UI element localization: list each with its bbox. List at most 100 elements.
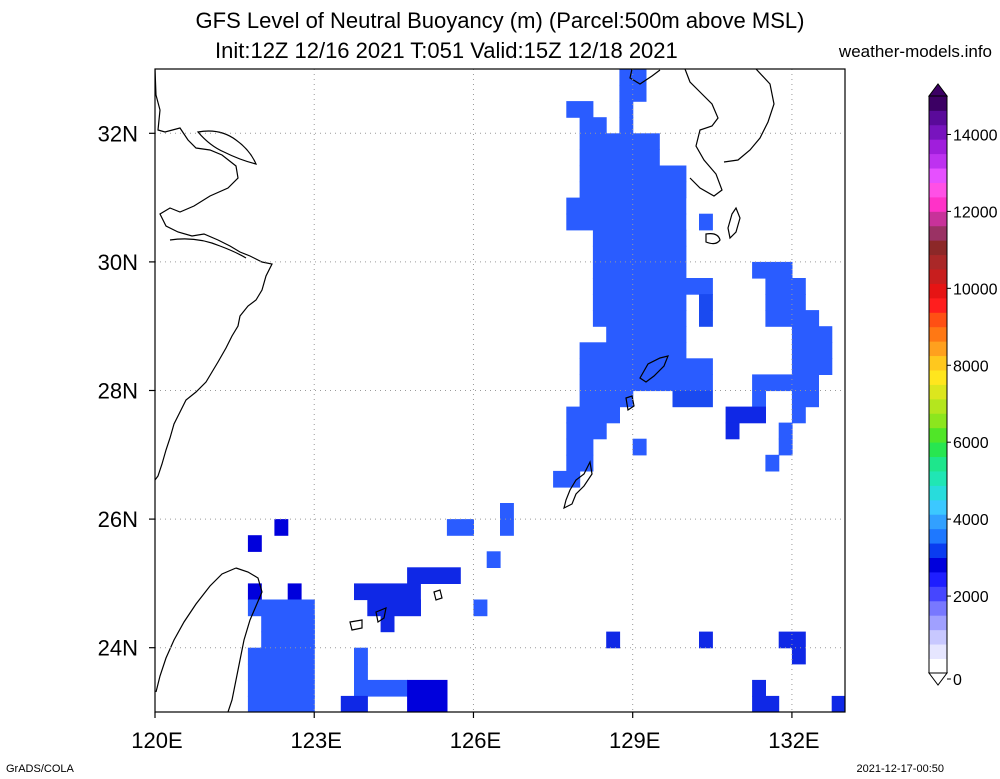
colorbar-swatch <box>929 355 947 371</box>
heatmap-cell <box>619 101 634 118</box>
y-tick-label: 30N <box>98 250 138 275</box>
colorbar-swatch <box>929 370 947 385</box>
colorbar-swatch <box>929 110 947 126</box>
heatmap-cell <box>247 647 315 665</box>
heatmap-cell <box>725 406 766 424</box>
heatmap-cell <box>247 599 315 617</box>
heatmap-cell <box>592 310 687 327</box>
colorbar-swatch <box>929 413 947 429</box>
colorbar-swatch <box>929 442 947 458</box>
heatmap-cell <box>752 679 766 697</box>
colorbar-swatch <box>929 398 947 414</box>
footer-grads-credit: GrADS/COLA <box>6 763 74 775</box>
heatmap-cell <box>247 535 262 552</box>
colorbar-swatch <box>929 283 947 299</box>
heatmap-cell <box>592 294 687 311</box>
chart-title: GFS Level of Neutral Buoyancy (m) (Parce… <box>195 8 805 33</box>
heatmap-cell <box>566 197 687 215</box>
heatmap-cell <box>619 117 634 134</box>
heatmap-cell <box>354 647 368 665</box>
heatmap-cell <box>566 438 594 456</box>
heatmap-cell <box>500 503 514 520</box>
heatmap-cell <box>765 278 806 295</box>
heatmap-cells <box>247 69 845 712</box>
footer-timestamp: 2021-12-17-00:50 <box>856 763 944 775</box>
coastline-yonaguni <box>433 589 443 601</box>
colorbar-swatch <box>929 514 947 530</box>
colorbar-swatch <box>929 644 947 659</box>
heatmap-cell <box>473 599 488 617</box>
heatmap-cell <box>380 615 395 633</box>
coastline-yangtze <box>196 130 258 165</box>
heatmap-cell <box>619 85 647 102</box>
colorbar-swatch <box>929 254 947 270</box>
colorbar-swatch <box>929 326 947 342</box>
colorbar-swatch <box>929 629 947 645</box>
heatmap-cell <box>699 310 713 327</box>
coastline-hangzhou-bay <box>169 238 247 259</box>
heatmap-cell <box>791 406 806 424</box>
colorbar-swatch <box>929 528 947 544</box>
colorbar-label: 4000 <box>953 512 989 529</box>
heatmap-cell <box>765 310 820 327</box>
heatmap-cell <box>354 663 368 681</box>
coastline-tanegashima <box>727 206 741 240</box>
colorbar-swatch <box>929 153 947 169</box>
coastline-ishigaki <box>349 619 363 631</box>
heatmap-cell <box>778 422 793 440</box>
heatmap-cell <box>247 583 262 601</box>
colorbar-swatch <box>929 269 947 284</box>
heatmap-cell <box>354 679 368 697</box>
colorbar-swatch <box>929 341 947 357</box>
x-tick-label: 132E <box>768 728 819 753</box>
heatmap-cell <box>592 245 687 263</box>
heatmap-cell <box>579 117 607 134</box>
heatmap-cell <box>367 679 408 697</box>
heatmap-cell <box>486 551 501 568</box>
heatmap-cell <box>287 583 302 601</box>
heatmap-cell <box>672 390 713 408</box>
colorbar-swatch <box>929 225 947 241</box>
heatmap-cell <box>791 358 833 375</box>
heatmap-cell <box>765 454 780 472</box>
heatmap-cell <box>579 342 687 359</box>
coastline-taiwan <box>155 567 263 712</box>
x-tick-label: 129E <box>609 728 660 753</box>
y-tick-label: 26N <box>98 507 138 532</box>
heatmap-cell <box>752 374 819 392</box>
coastline-okinawa <box>563 460 593 510</box>
heatmap-cell <box>566 406 620 424</box>
colorbar-label: 12000 <box>953 204 998 221</box>
heatmap-cell <box>340 695 368 712</box>
colorbar-label: 8000 <box>953 358 989 375</box>
colorbar-label: 2000 <box>953 589 989 606</box>
coastline-amami <box>639 355 669 383</box>
colorbar-swatch <box>929 124 947 140</box>
colorbar-max-triangle <box>928 83 948 97</box>
coastline-miyako <box>375 607 387 623</box>
colorbar-swatch <box>929 196 947 212</box>
colorbar-swatch <box>929 658 947 674</box>
colorbar-swatch <box>929 139 947 155</box>
coastline-yakushima <box>705 233 721 245</box>
y-tick-label: 24N <box>98 636 138 661</box>
heatmap-cell <box>725 422 740 440</box>
colorbar-label: 6000 <box>953 435 989 452</box>
heatmap-cell <box>699 294 713 311</box>
heatmap-cell <box>407 695 448 712</box>
colorbar-swatch <box>929 543 947 558</box>
heatmap-cell <box>579 390 634 408</box>
coastline-china <box>155 69 273 481</box>
heatmap-cell <box>791 390 819 408</box>
axis-ticks: 120E 123E 126E 129E 132E 24N 26N 28N 30N 32N <box>98 121 820 753</box>
heatmap-cell <box>367 599 421 617</box>
heatmap-cell <box>752 261 793 279</box>
colorbar-swatch <box>929 211 947 227</box>
heatmap-cell <box>566 422 607 440</box>
heatmap-cell <box>791 342 833 359</box>
colorbar-swatch <box>929 312 947 328</box>
colorbar-swatch <box>929 96 947 111</box>
x-tick-label: 120E <box>131 728 182 753</box>
colorbar-swatch <box>929 168 947 183</box>
heatmap-cell <box>247 663 315 681</box>
